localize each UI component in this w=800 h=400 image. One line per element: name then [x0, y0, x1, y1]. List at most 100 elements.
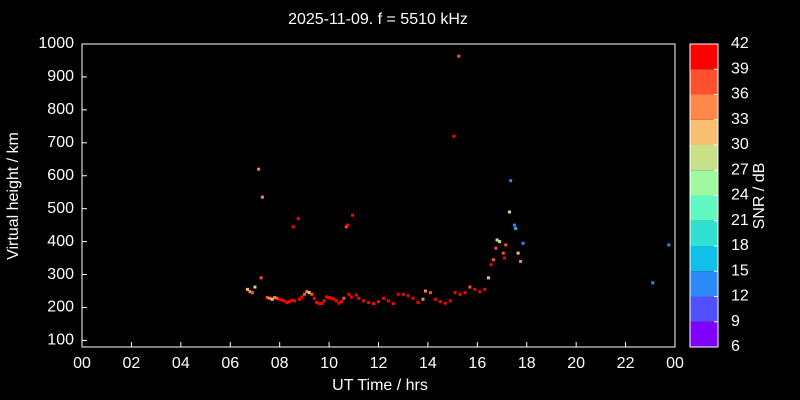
data-point: [337, 301, 341, 305]
data-point: [458, 292, 462, 296]
colorbar-label: SNR / dB: [751, 163, 768, 230]
data-point: [503, 256, 507, 260]
x-tick-label: 22: [617, 355, 635, 372]
colorbar-segment: [690, 170, 718, 196]
data-point: [332, 297, 336, 301]
colorbar-segment: [690, 296, 718, 322]
colorbar-tick-label: 15: [731, 262, 749, 279]
data-point: [259, 276, 263, 280]
data-point: [494, 246, 498, 250]
y-tick-label: 400: [47, 233, 74, 250]
colorbar-tick-label: 39: [731, 60, 749, 77]
data-point: [421, 297, 425, 301]
colorbar-tick-label: 21: [731, 212, 749, 229]
data-point: [468, 285, 472, 289]
y-tick-label: 300: [47, 266, 74, 283]
data-point: [315, 301, 319, 305]
data-point: [296, 217, 300, 221]
data-point: [346, 223, 350, 227]
data-point: [396, 292, 400, 296]
x-tick-label: 02: [123, 355, 141, 372]
x-axis-label: UT Time / hrs: [332, 377, 428, 394]
data-point: [372, 302, 376, 306]
colorbar-tick-label: 6: [731, 338, 740, 355]
colorbar-segment: [690, 69, 718, 95]
x-tick-label: 06: [221, 355, 239, 372]
data-point: [483, 287, 487, 291]
data-point: [367, 301, 371, 305]
colorbar-segment: [690, 145, 718, 171]
data-point: [406, 294, 410, 298]
data-point: [342, 296, 346, 300]
data-point: [285, 301, 289, 305]
data-point: [401, 292, 405, 296]
y-tick-label: 800: [47, 101, 74, 118]
y-tick-label: 500: [47, 200, 74, 217]
y-tick-label: 700: [47, 134, 74, 151]
data-point: [327, 296, 331, 300]
colorbar-tick-label: 9: [731, 313, 740, 330]
x-tick-label: 16: [468, 355, 486, 372]
data-point: [443, 301, 447, 305]
data-point: [246, 287, 250, 291]
data-point: [438, 300, 442, 304]
x-tick-label: 20: [567, 355, 585, 372]
data-point: [453, 291, 457, 295]
data-point: [516, 251, 520, 255]
data-point: [297, 297, 301, 301]
data-point: [667, 243, 671, 247]
colorbar-tick-label: 18: [731, 237, 749, 254]
data-point: [305, 290, 309, 294]
data-point: [290, 298, 294, 302]
colorbar-tick-label: 12: [731, 288, 749, 305]
colorbar-segment: [690, 195, 718, 221]
data-point: [507, 210, 511, 214]
data-point: [423, 289, 427, 293]
data-point: [291, 225, 295, 229]
data-point: [283, 299, 287, 303]
data-point: [448, 299, 452, 303]
colorbar-tick-label: 27: [731, 161, 749, 178]
data-point: [320, 302, 324, 306]
data-point: [391, 302, 395, 306]
data-point: [257, 167, 261, 171]
data-point: [344, 225, 348, 229]
colorbar-segment: [690, 271, 718, 297]
data-point: [310, 292, 314, 296]
data-point: [339, 300, 343, 304]
colorbar-segment: [690, 321, 718, 347]
x-tick-label: 00: [666, 355, 684, 372]
colorbar-tick-label: 36: [731, 86, 749, 103]
data-point: [504, 243, 508, 247]
y-axis-label: Virtual height / km: [5, 132, 22, 260]
data-point: [250, 291, 254, 295]
data-point: [270, 297, 274, 301]
data-point: [491, 258, 495, 262]
data-point: [463, 291, 467, 295]
data-point: [292, 299, 296, 303]
data-point: [495, 238, 499, 242]
x-tick-label: 18: [518, 355, 536, 372]
data-point: [501, 251, 505, 255]
chart-title: 2025-11-09. f = 5510 kHz: [288, 11, 468, 28]
data-point: [351, 213, 355, 217]
data-point: [325, 295, 329, 299]
data-point: [498, 240, 502, 244]
data-point: [278, 297, 282, 301]
colorbar-segment: [690, 94, 718, 120]
colorbar-segment: [690, 220, 718, 246]
data-point: [265, 296, 269, 300]
y-tick-label: 200: [47, 299, 74, 316]
data-point: [307, 291, 311, 295]
colorbar-tick-label: 24: [731, 187, 749, 204]
colorbar-tick-label: 33: [731, 111, 749, 128]
data-point: [452, 134, 456, 138]
data-point: [457, 54, 461, 58]
y-tick-label: 900: [47, 68, 74, 85]
data-point: [253, 285, 257, 289]
data-point: [362, 299, 366, 303]
data-point: [347, 292, 351, 296]
data-point: [302, 292, 306, 296]
data-point: [377, 300, 380, 304]
colorbar-segment: [690, 246, 718, 272]
